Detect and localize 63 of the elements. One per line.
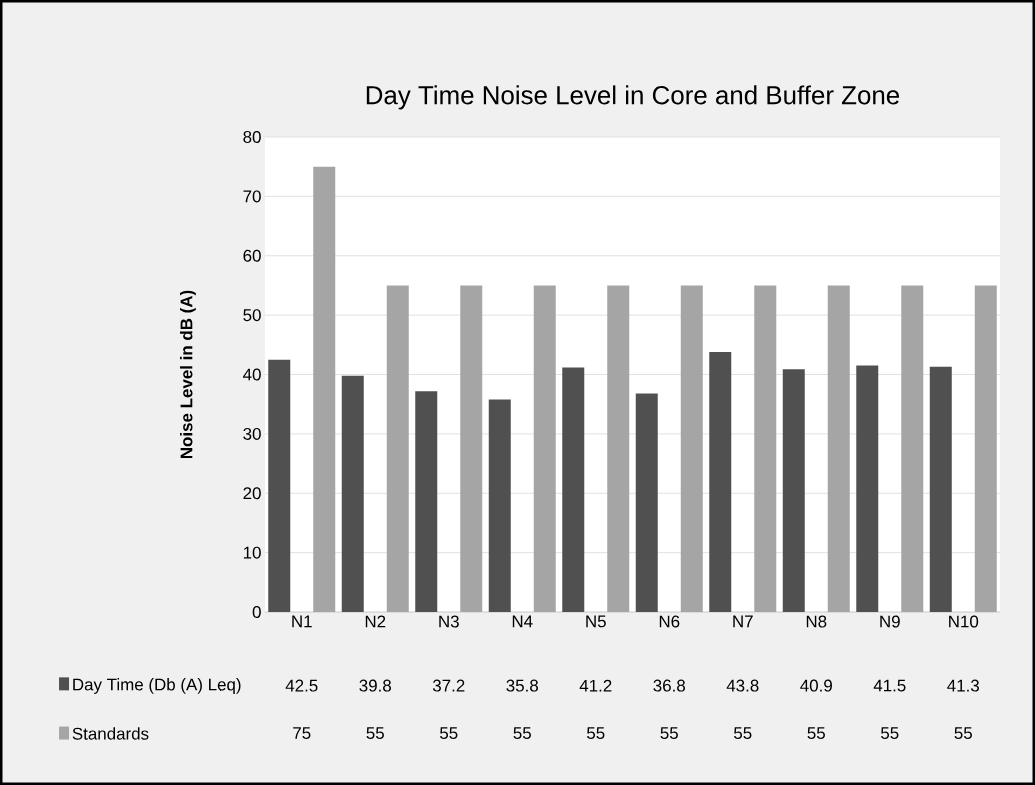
y-axis-title: Noise Level in dB (A) bbox=[180, 290, 196, 459]
x-tick-label: N1 bbox=[292, 615, 312, 628]
data-label: 75 bbox=[293, 727, 311, 740]
legend-label: Standards bbox=[72, 727, 149, 740]
bar bbox=[635, 393, 658, 612]
data-label: 41.3 bbox=[947, 679, 979, 692]
data-label: 42.5 bbox=[285, 679, 318, 692]
x-tick-label: N8 bbox=[806, 615, 827, 628]
data-label: 39.8 bbox=[359, 679, 391, 692]
bar bbox=[533, 285, 556, 612]
data-label: 55 bbox=[587, 727, 605, 740]
y-tick-label: 30 bbox=[243, 427, 261, 440]
y-tick-label: 80 bbox=[243, 131, 261, 144]
y-tick-label: 20 bbox=[243, 487, 261, 500]
bar bbox=[607, 285, 630, 612]
x-tick-label: N6 bbox=[659, 615, 680, 628]
data-label: 41.2 bbox=[579, 679, 612, 692]
bar bbox=[974, 285, 997, 612]
x-tick-label: N4 bbox=[512, 615, 533, 628]
data-label: 55 bbox=[660, 727, 678, 740]
bar bbox=[929, 366, 952, 612]
bar bbox=[680, 285, 703, 612]
bar bbox=[856, 365, 879, 612]
data-label: 55 bbox=[440, 727, 458, 740]
data-label: 43.8 bbox=[726, 679, 759, 692]
bar bbox=[488, 399, 511, 612]
x-tick-label: N2 bbox=[365, 615, 386, 628]
x-tick-label: N9 bbox=[880, 615, 900, 628]
data-label: 55 bbox=[734, 727, 752, 740]
y-tick-label: 10 bbox=[243, 546, 261, 559]
data-label: 35.8 bbox=[506, 679, 538, 692]
data-label: 40.9 bbox=[800, 679, 832, 692]
bar bbox=[460, 285, 483, 612]
y-tick-label: 60 bbox=[243, 249, 261, 262]
bar bbox=[827, 285, 850, 612]
x-tick-label: N7 bbox=[733, 615, 753, 628]
bar bbox=[562, 367, 585, 612]
bar bbox=[709, 351, 732, 612]
x-tick-label: N3 bbox=[439, 615, 459, 628]
data-label: 36.8 bbox=[653, 679, 686, 692]
legend-label: Day Time (Db (A) Leq) bbox=[73, 678, 241, 694]
chart-title: Day Time Noise Level in Core and Buffer Zone bbox=[366, 85, 900, 110]
bar bbox=[386, 285, 409, 612]
data-label: 55 bbox=[807, 727, 825, 740]
data-label: 41.5 bbox=[873, 679, 906, 692]
y-tick-label: 0 bbox=[252, 606, 261, 618]
bar bbox=[341, 375, 364, 612]
data-label: 55 bbox=[513, 727, 531, 740]
y-tick-label: 70 bbox=[243, 190, 261, 203]
data-label: 55 bbox=[881, 727, 899, 740]
x-tick-label: N10 bbox=[949, 615, 979, 628]
data-label: 55 bbox=[366, 727, 384, 740]
bar bbox=[901, 285, 924, 612]
bar bbox=[313, 166, 336, 612]
data-label: 55 bbox=[954, 727, 972, 740]
bar bbox=[268, 359, 291, 612]
bar bbox=[415, 391, 438, 612]
bar bbox=[754, 285, 777, 612]
x-tick-label: N5 bbox=[586, 615, 606, 628]
bar bbox=[782, 369, 805, 612]
y-tick-label: 40 bbox=[243, 368, 261, 381]
data-label: 37.2 bbox=[432, 679, 465, 692]
y-tick-label: 50 bbox=[243, 309, 261, 322]
